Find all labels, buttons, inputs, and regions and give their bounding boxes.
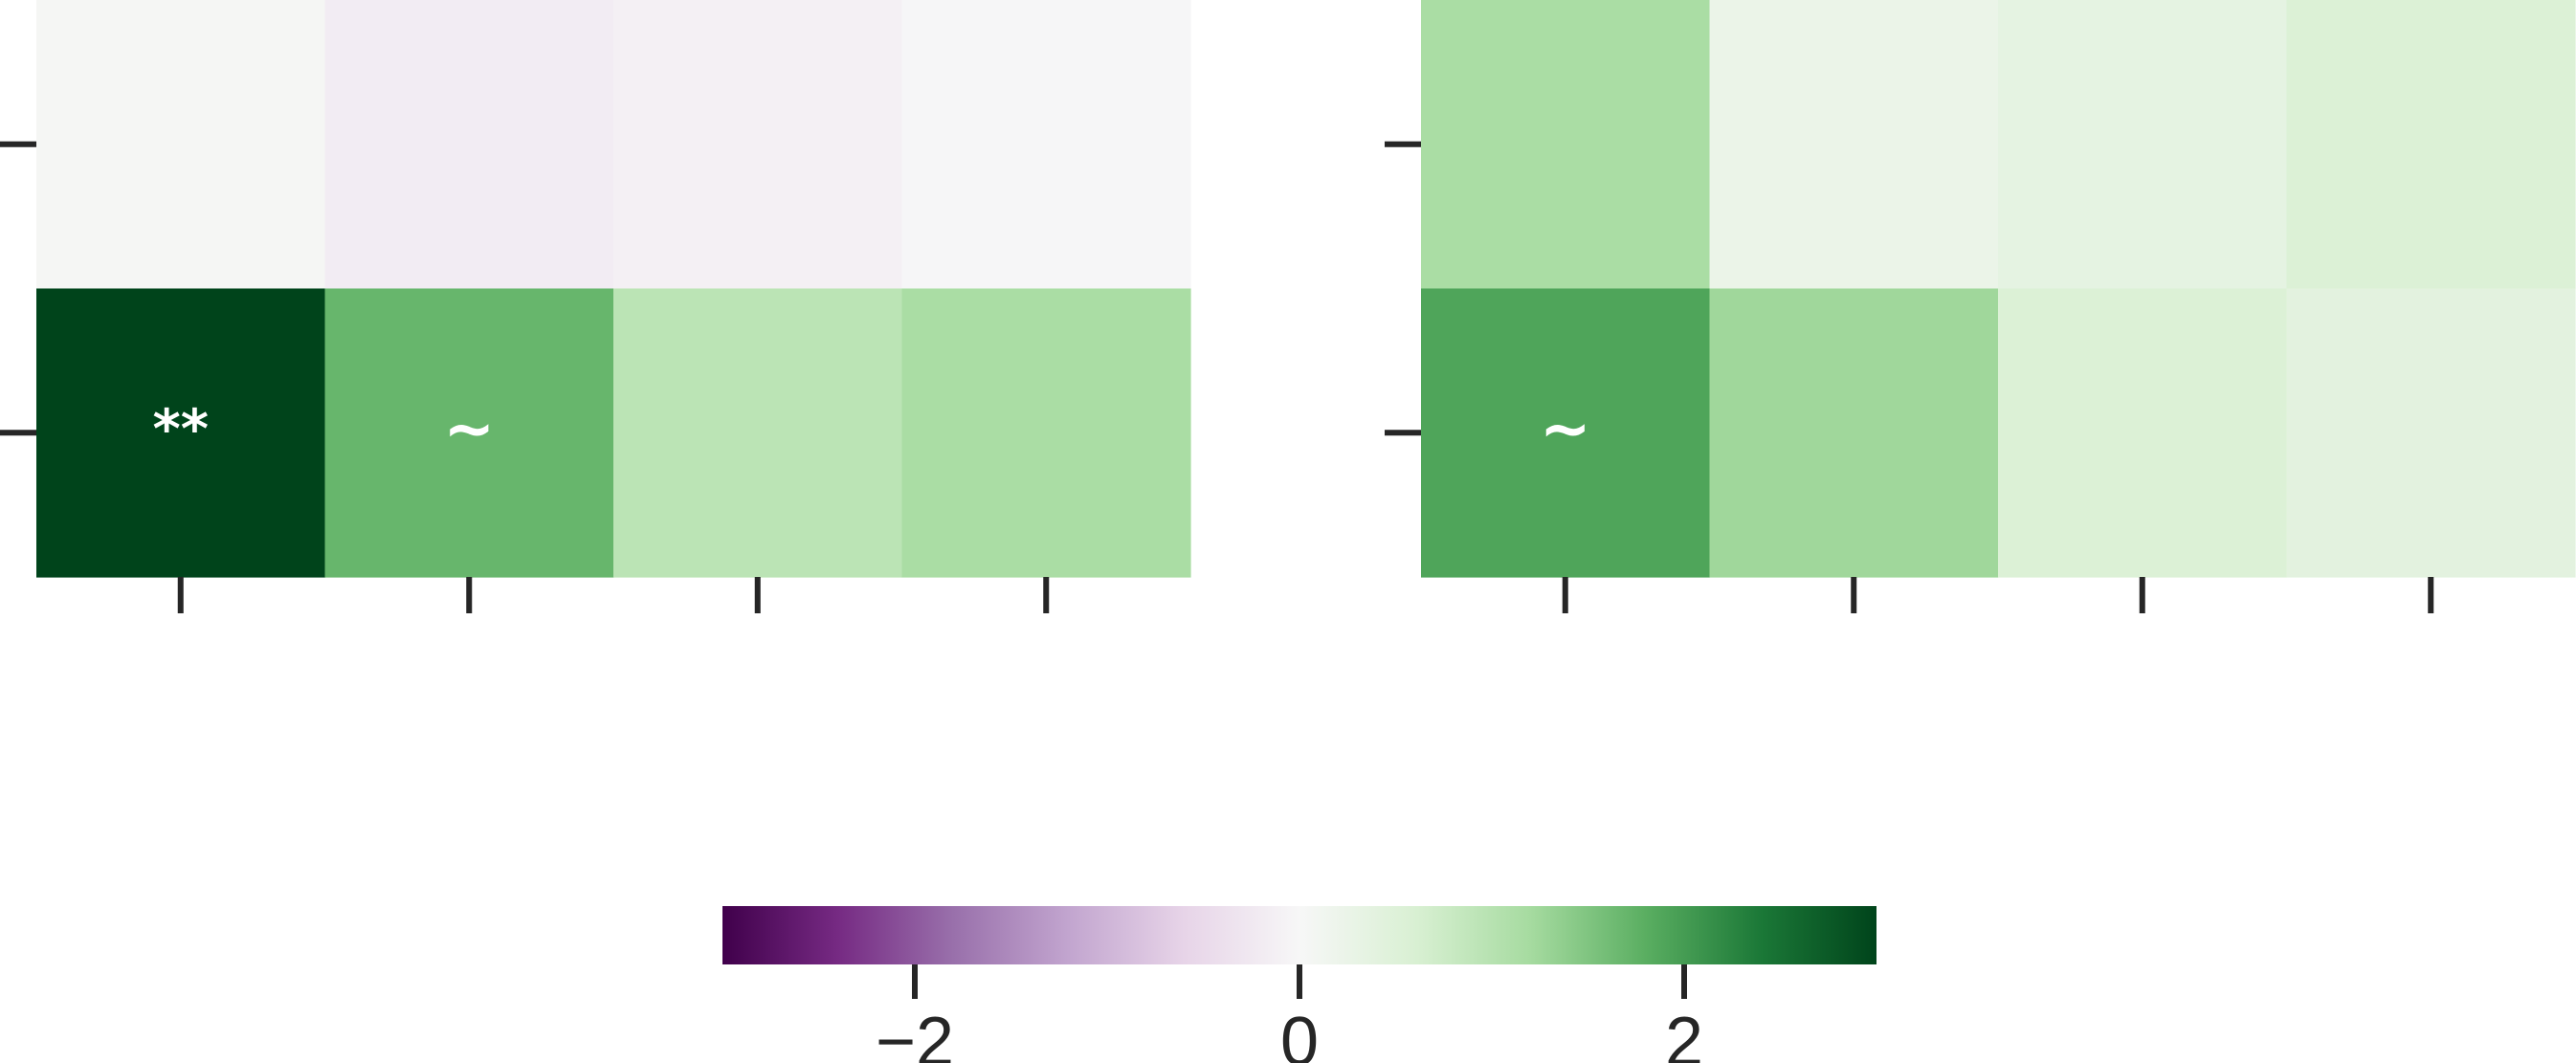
right-cell-r0-c2 (1998, 0, 2288, 290)
left-cell-r1-c3 (901, 288, 1191, 578)
heatmap-left: ** ~ (0, 0, 1191, 613)
left-annotation-r1-c0: ** (152, 398, 209, 460)
colorbar-gradient (722, 906, 1876, 964)
left-annotation-r1-c1: ~ (443, 394, 495, 465)
right-annotation-r1-c0: ~ (1540, 394, 1591, 465)
right-cell-r0-c3 (2286, 0, 2576, 290)
right-cell-r1-c0 (1421, 288, 1711, 578)
right-cell-r1-c3 (2286, 288, 2576, 578)
left-cell-r0-c3 (901, 0, 1191, 290)
left-cell-r0-c0 (36, 0, 326, 290)
right-cell-r1-c1 (1709, 288, 1999, 578)
left-cell-r0-c2 (613, 0, 903, 290)
colorbar: −2 0 2 (722, 906, 1876, 1063)
left-cell-r1-c0 (36, 288, 326, 578)
right-cell-r1-c2 (1998, 288, 2288, 578)
heatmap-right: ~ (1385, 0, 2576, 613)
colorbar-tick-label-0: −2 (876, 1004, 954, 1063)
left-cell-r1-c1 (324, 288, 614, 578)
left-cell-r1-c2 (613, 288, 903, 578)
colorbar-tick-label-2: 2 (1665, 1004, 1703, 1063)
right-cell-r0-c1 (1709, 0, 1999, 290)
colorbar-tick-label-1: 0 (1280, 1004, 1319, 1063)
right-cell-r0-c0 (1421, 0, 1711, 290)
left-cell-r0-c1 (324, 0, 614, 290)
